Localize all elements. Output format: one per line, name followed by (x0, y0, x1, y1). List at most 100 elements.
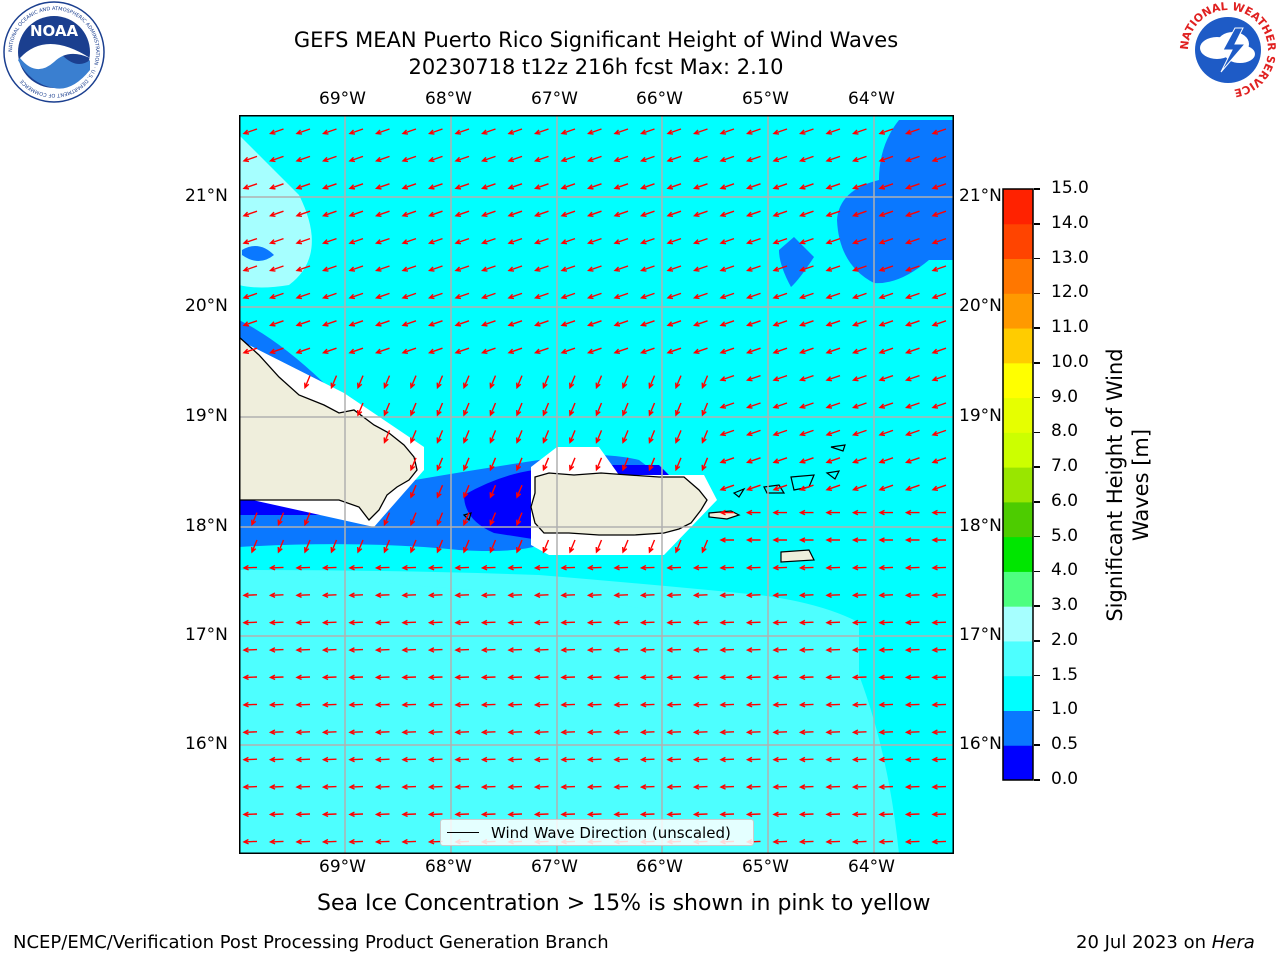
colorbar-tick-label-11: 9.0 (1051, 386, 1079, 407)
latLeft-3: 18°N (185, 516, 228, 536)
colorbar-segment-4 (1003, 606, 1033, 642)
colorbar-tick-mark-1 (1034, 744, 1040, 746)
wave-direction-arrow-icon (745, 292, 761, 300)
wave-direction-arrow-icon (798, 457, 814, 464)
wave-direction-arrow-icon (507, 237, 523, 245)
wave-direction-arrow-icon (701, 430, 709, 444)
wave-direction-arrow-icon (542, 402, 550, 417)
wave-direction-arrow-icon (798, 756, 814, 763)
wave-direction-arrow-icon (251, 539, 258, 554)
colorbar-tick-mark-13 (1034, 327, 1040, 329)
wave-direction-arrow-icon (825, 592, 841, 598)
wave-direction-arrow-icon (675, 539, 682, 554)
wave-direction-arrow-icon (904, 729, 920, 735)
wave-direction-arrow-icon (798, 429, 814, 437)
wave-direction-arrow-icon (878, 347, 894, 354)
wave-direction-arrow-icon (321, 564, 337, 571)
wave-direction-arrow-icon (719, 811, 735, 818)
wave-direction-arrow-icon (321, 592, 337, 598)
wave-direction-arrow-icon (639, 265, 655, 272)
wave-direction-arrow-icon (436, 512, 444, 527)
wave-direction-arrow-icon (401, 320, 417, 327)
colorbar-segment-15 (1003, 223, 1033, 260)
wave-direction-arrow-icon (436, 402, 444, 417)
wave-direction-arrow-icon (904, 509, 920, 516)
wave-direction-arrow-icon (560, 183, 576, 190)
latLeft-0: 21°N (185, 186, 228, 206)
wave-direction-arrow-icon (348, 674, 364, 681)
wave-direction-arrow-icon (931, 210, 947, 217)
wave-direction-arrow-icon (586, 756, 602, 763)
wave-direction-arrow-icon (277, 512, 285, 527)
wave-direction-arrow-icon (586, 320, 602, 327)
land-islet-1 (732, 487, 746, 498)
wave-direction-arrow-icon (851, 537, 867, 543)
wave-direction-arrow-icon (851, 347, 867, 354)
wave-direction-arrow-icon (878, 756, 894, 763)
wave-direction-arrow-icon (454, 292, 470, 300)
wave-direction-arrow-icon (666, 292, 682, 300)
wave-direction-arrow-icon (745, 320, 761, 327)
wave-direction-arrow-icon (851, 155, 867, 163)
wave-direction-arrow-icon (401, 592, 417, 598)
wave-direction-arrow-icon (321, 128, 337, 135)
wave-direction-arrow-icon (268, 647, 284, 653)
wave-direction-arrow-icon (295, 564, 311, 571)
wave-direction-arrow-icon (295, 292, 311, 300)
latRight-4: 17°N (959, 625, 1002, 645)
wave-direction-arrow-icon (480, 756, 496, 763)
wave-direction-arrow-icon (586, 592, 602, 598)
wave-direction-arrow-icon (798, 592, 814, 598)
wave-direction-arrow-icon (480, 619, 496, 626)
wave-direction-arrow-icon (268, 210, 284, 217)
wave-direction-arrow-icon (745, 701, 761, 708)
wave-direction-arrow-icon (613, 674, 629, 681)
wave-direction-arrow-icon (745, 429, 761, 437)
wave-direction-arrow-icon (613, 128, 629, 135)
wave-direction-arrow-icon (489, 402, 497, 417)
wave-direction-arrow-icon (427, 619, 443, 626)
colorbar-tick-label-5: 3.0 (1051, 595, 1079, 616)
wave-direction-arrow-icon (427, 784, 443, 790)
wave-direction-arrow-icon (295, 701, 311, 708)
wave-direction-arrow-icon (878, 674, 894, 681)
wave-direction-arrow-icon (321, 292, 337, 300)
wave-direction-arrow-icon (586, 155, 602, 163)
wave-direction-arrow-icon (639, 729, 655, 735)
wave-direction-arrow-icon (851, 210, 867, 217)
wave-direction-arrow-icon (295, 237, 311, 245)
legend-line-icon (447, 832, 479, 833)
wave-direction-arrow-icon (516, 457, 523, 472)
wave-direction-arrow-icon (931, 811, 947, 818)
wave-direction-arrow-icon (401, 701, 417, 708)
wave-direction-arrow-icon (719, 347, 735, 354)
wave-direction-arrow-icon (507, 564, 523, 571)
lonTop-1: 68°W (425, 89, 472, 109)
wave-direction-arrow-icon (480, 237, 496, 245)
wave-direction-arrow-icon (436, 484, 444, 499)
wave-direction-arrow-icon (719, 674, 735, 681)
wave-direction-arrow-icon (878, 838, 894, 845)
wave-direction-arrow-icon (719, 784, 735, 790)
wave-direction-arrow-icon (613, 320, 629, 327)
wave-direction-arrow-icon (480, 292, 496, 300)
wave-direction-arrow-icon (321, 784, 337, 790)
wave-direction-arrow-icon (348, 564, 364, 571)
wave-direction-arrow-icon (454, 619, 470, 626)
wave-direction-arrow-icon (719, 183, 735, 190)
colorbar-tick-label-4: 2.0 (1051, 629, 1079, 650)
wave-direction-arrow-icon (904, 347, 920, 354)
lonTop-4: 65°W (742, 89, 789, 109)
wave-direction-arrow-icon (692, 701, 708, 708)
wave-direction-arrow-icon (648, 430, 656, 444)
wave-direction-arrow-icon (798, 537, 814, 543)
wave-direction-arrow-icon (454, 674, 470, 681)
wave-direction-arrow-icon (931, 155, 947, 163)
wave-direction-arrow-icon (745, 564, 761, 571)
wave-direction-arrow-icon (454, 784, 470, 790)
wave-direction-arrow-icon (507, 784, 523, 790)
wave-direction-arrow-icon (904, 210, 920, 217)
wave-direction-arrow-icon (348, 292, 364, 300)
wave-direction-arrow-icon (719, 701, 735, 708)
colorbar-tick-mark-3 (1034, 674, 1040, 677)
